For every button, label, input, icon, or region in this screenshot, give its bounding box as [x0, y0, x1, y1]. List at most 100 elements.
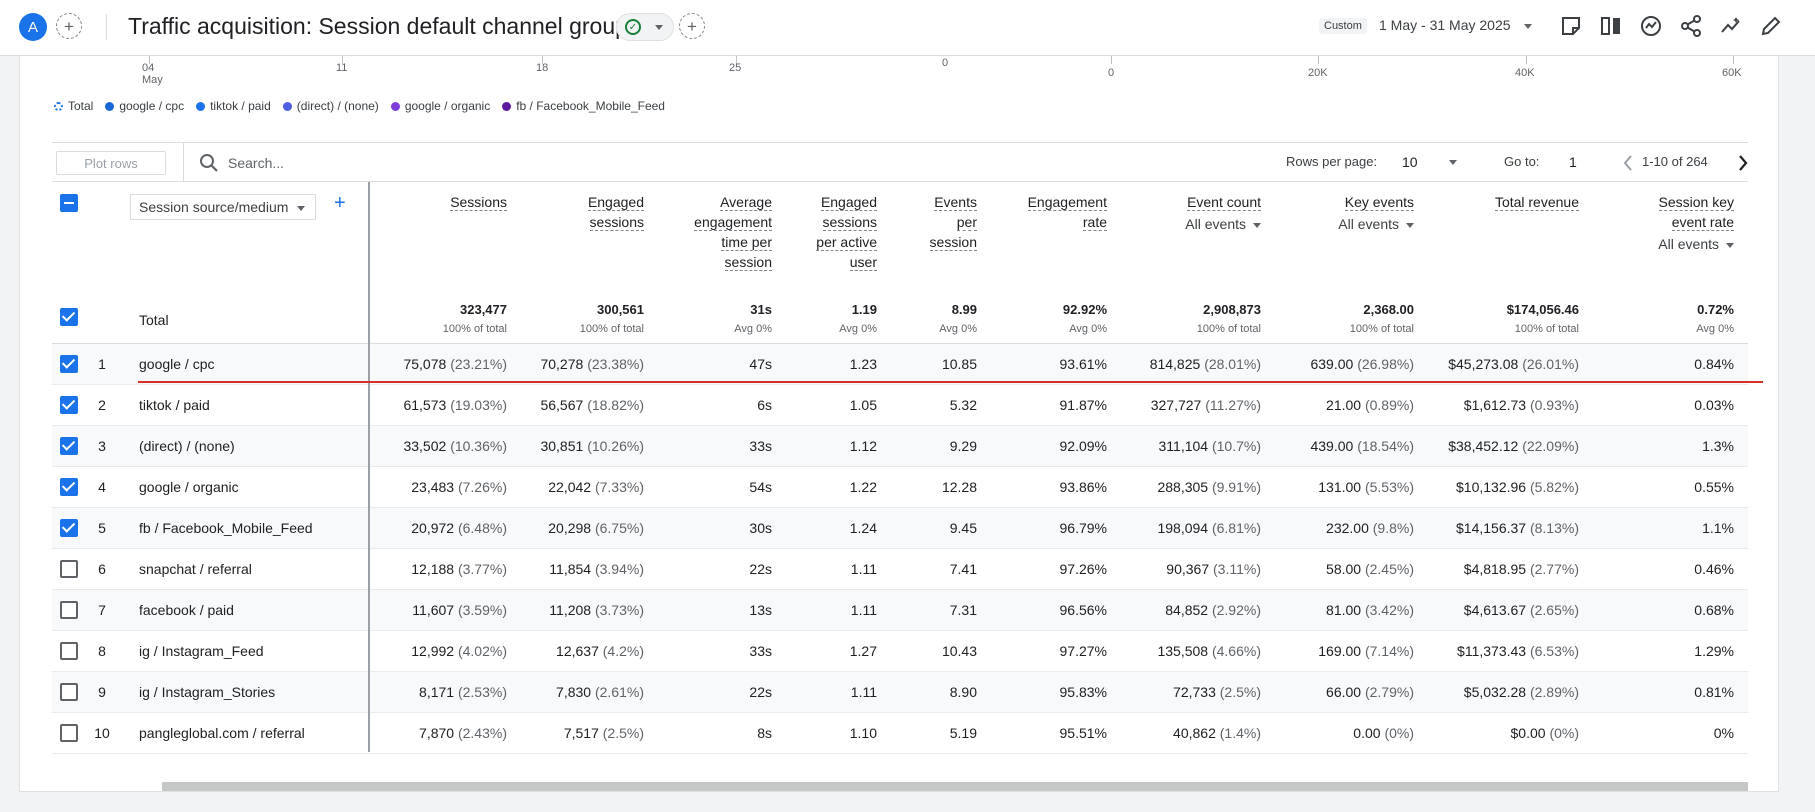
column-header[interactable]: Engaged sessions per active user [777, 192, 877, 272]
date-range-picker[interactable]: 1 May - 31 May 2025 [1379, 17, 1511, 33]
column-header[interactable]: Total revenue [1419, 192, 1579, 212]
legend-label: Total [68, 99, 94, 113]
metric-value: 1.23 [849, 356, 877, 372]
share-icon[interactable] [1678, 13, 1704, 39]
row-dimension-value[interactable]: fb / Facebook_Mobile_Feed [139, 520, 313, 536]
insights-icon[interactable] [1638, 13, 1664, 39]
table-row[interactable]: 1 google / cpc 75,078 (23.21%) 70,278 (23.3… [52, 344, 1748, 385]
column-header-label: Engaged [587, 194, 644, 211]
metric-cell: 232.00 (9.8%) [1264, 520, 1414, 536]
column-header[interactable]: Average engagement time per session [662, 192, 772, 272]
row-checkbox[interactable] [60, 519, 78, 537]
row-dimension-value[interactable]: tiktok / paid [139, 397, 210, 413]
trend-icon[interactable] [1718, 13, 1744, 39]
metric-cell: 5.32 [887, 397, 977, 413]
metric-value: 5.32 [949, 397, 977, 413]
dimension-select[interactable]: Session source/medium [130, 194, 316, 220]
metric-cell: 1.10 [777, 725, 877, 741]
add-dimension-icon[interactable]: + [334, 192, 346, 214]
row-dimension-value[interactable]: google / organic [139, 479, 239, 495]
table-row[interactable]: 4 google / organic 23,483 (7.26%) 22,042 (7… [52, 467, 1748, 508]
metric-value: 13s [749, 602, 772, 618]
legend-item[interactable]: tiktok / paid [196, 99, 271, 113]
row-checkbox[interactable] [60, 683, 78, 701]
column-header[interactable]: Engaged sessions [514, 192, 644, 232]
row-checkbox[interactable] [60, 396, 78, 414]
metric-value: 95.51% [1059, 725, 1107, 741]
row-dimension-value[interactable]: facebook / paid [139, 602, 234, 618]
metric-cell: 33,502 (10.36%) [377, 438, 507, 454]
legend-item-total[interactable]: Total [54, 99, 93, 113]
column-header[interactable]: Sessions [377, 192, 507, 212]
metric-percent: (11.27%) [1205, 397, 1261, 413]
row-index: 7 [98, 602, 106, 618]
table-row[interactable]: 2 tiktok / paid 61,573 (19.03%) 56,567 (18.… [52, 385, 1748, 426]
table-row[interactable]: 10 pangleglobal.com / referral 7,870 (2.43… [52, 713, 1748, 754]
goto-input[interactable]: 1 [1569, 154, 1577, 170]
table-row[interactable]: 6 snapchat / referral 12,188 (3.77%) 11,854… [52, 549, 1748, 590]
column-header-label: rate [1082, 214, 1107, 231]
date-chevron-down-icon[interactable] [1524, 24, 1532, 29]
total-checkbox[interactable] [60, 308, 78, 326]
compare-icon[interactable] [1598, 13, 1624, 39]
row-checkbox[interactable] [60, 478, 78, 496]
plot-rows-button[interactable]: Plot rows [56, 151, 166, 175]
column-header[interactable]: Key events All events [1264, 192, 1414, 234]
event-filter-dropdown[interactable]: All events [1264, 214, 1414, 234]
metric-percent: (10.26%) [587, 438, 644, 454]
select-all-checkbox[interactable] [60, 194, 78, 212]
legend-item[interactable]: (direct) / (none) [282, 99, 379, 113]
table-row[interactable]: 8 ig / Instagram_Feed 12,992 (4.02%) 12,637… [52, 631, 1748, 672]
legend-item[interactable]: google / organic [390, 99, 490, 113]
metric-cell: 72,733 (2.5%) [1111, 684, 1261, 700]
column-header[interactable]: Event count All events [1111, 192, 1261, 234]
row-dimension-value[interactable]: snapchat / referral [139, 561, 252, 577]
status-dropdown[interactable]: ✓ [616, 13, 674, 41]
table-row[interactable]: 7 facebook / paid 11,607 (3.59%) 11,208 (3.… [52, 590, 1748, 631]
table-row[interactable]: 5 fb / Facebook_Mobile_Feed 20,972 (6.48%)… [52, 508, 1748, 549]
row-checkbox[interactable] [60, 724, 78, 742]
metric-value: 1.22 [849, 479, 877, 495]
column-header[interactable]: Events per session [887, 192, 977, 252]
row-checkbox[interactable] [60, 355, 78, 373]
event-filter-dropdown[interactable]: All events [1111, 214, 1261, 234]
metric-cell: 439.00 (18.54%) [1264, 438, 1414, 454]
rows-per-page-select[interactable]: 10 [1402, 154, 1418, 170]
row-checkbox[interactable] [60, 560, 78, 578]
event-filter-dropdown[interactable]: All events [1584, 234, 1734, 254]
row-checkbox[interactable] [60, 642, 78, 660]
row-dimension-value[interactable]: (direct) / (none) [139, 438, 235, 454]
account-avatar[interactable]: A [19, 13, 47, 41]
row-dimension-value[interactable]: google / cpc [139, 356, 215, 372]
row-dimension-value[interactable]: ig / Instagram_Feed [139, 643, 264, 659]
metric-percent: (5.82%) [1529, 479, 1579, 495]
column-header[interactable]: Engagement rate [987, 192, 1107, 232]
chevron-right-icon[interactable] [1735, 153, 1751, 173]
add-comparison-icon[interactable]: + [679, 13, 705, 39]
chevron-down-icon[interactable] [1449, 160, 1457, 165]
chevron-left-icon[interactable] [1620, 153, 1636, 173]
metric-cell: 13s [662, 602, 772, 618]
legend-item[interactable]: fb / Facebook_Mobile_Feed [502, 99, 665, 113]
table-row[interactable]: 3 (direct) / (none) 33,502 (10.36%) 30,851 … [52, 426, 1748, 467]
metric-cell: 8s [662, 725, 772, 741]
metric-cell: 1.24 [777, 520, 877, 536]
search-input[interactable] [228, 152, 528, 174]
metric-value: 33s [749, 643, 772, 659]
edit-icon[interactable] [1758, 13, 1784, 39]
row-checkbox[interactable] [60, 601, 78, 619]
metric-cell: 0% [1584, 725, 1734, 741]
add-icon[interactable]: + [56, 13, 82, 39]
row-dimension-value[interactable]: ig / Instagram_Stories [139, 684, 276, 700]
horizontal-scrollbar[interactable] [162, 782, 1748, 791]
column-header[interactable]: Session key event rate All events [1584, 192, 1734, 254]
metric-value: 12,992 [411, 643, 455, 659]
metric-cell: 8.90 [887, 684, 977, 700]
metric-value: 0.84% [1694, 356, 1734, 372]
row-dimension-value[interactable]: pangleglobal.com / referral [139, 725, 305, 741]
row-checkbox[interactable] [60, 437, 78, 455]
frozen-column-divider[interactable] [368, 182, 370, 752]
table-row[interactable]: 9 ig / Instagram_Stories 8,171 (2.53%) 7,83… [52, 672, 1748, 713]
legend-item[interactable]: google / cpc [105, 99, 184, 113]
annotation-icon[interactable] [1558, 13, 1584, 39]
